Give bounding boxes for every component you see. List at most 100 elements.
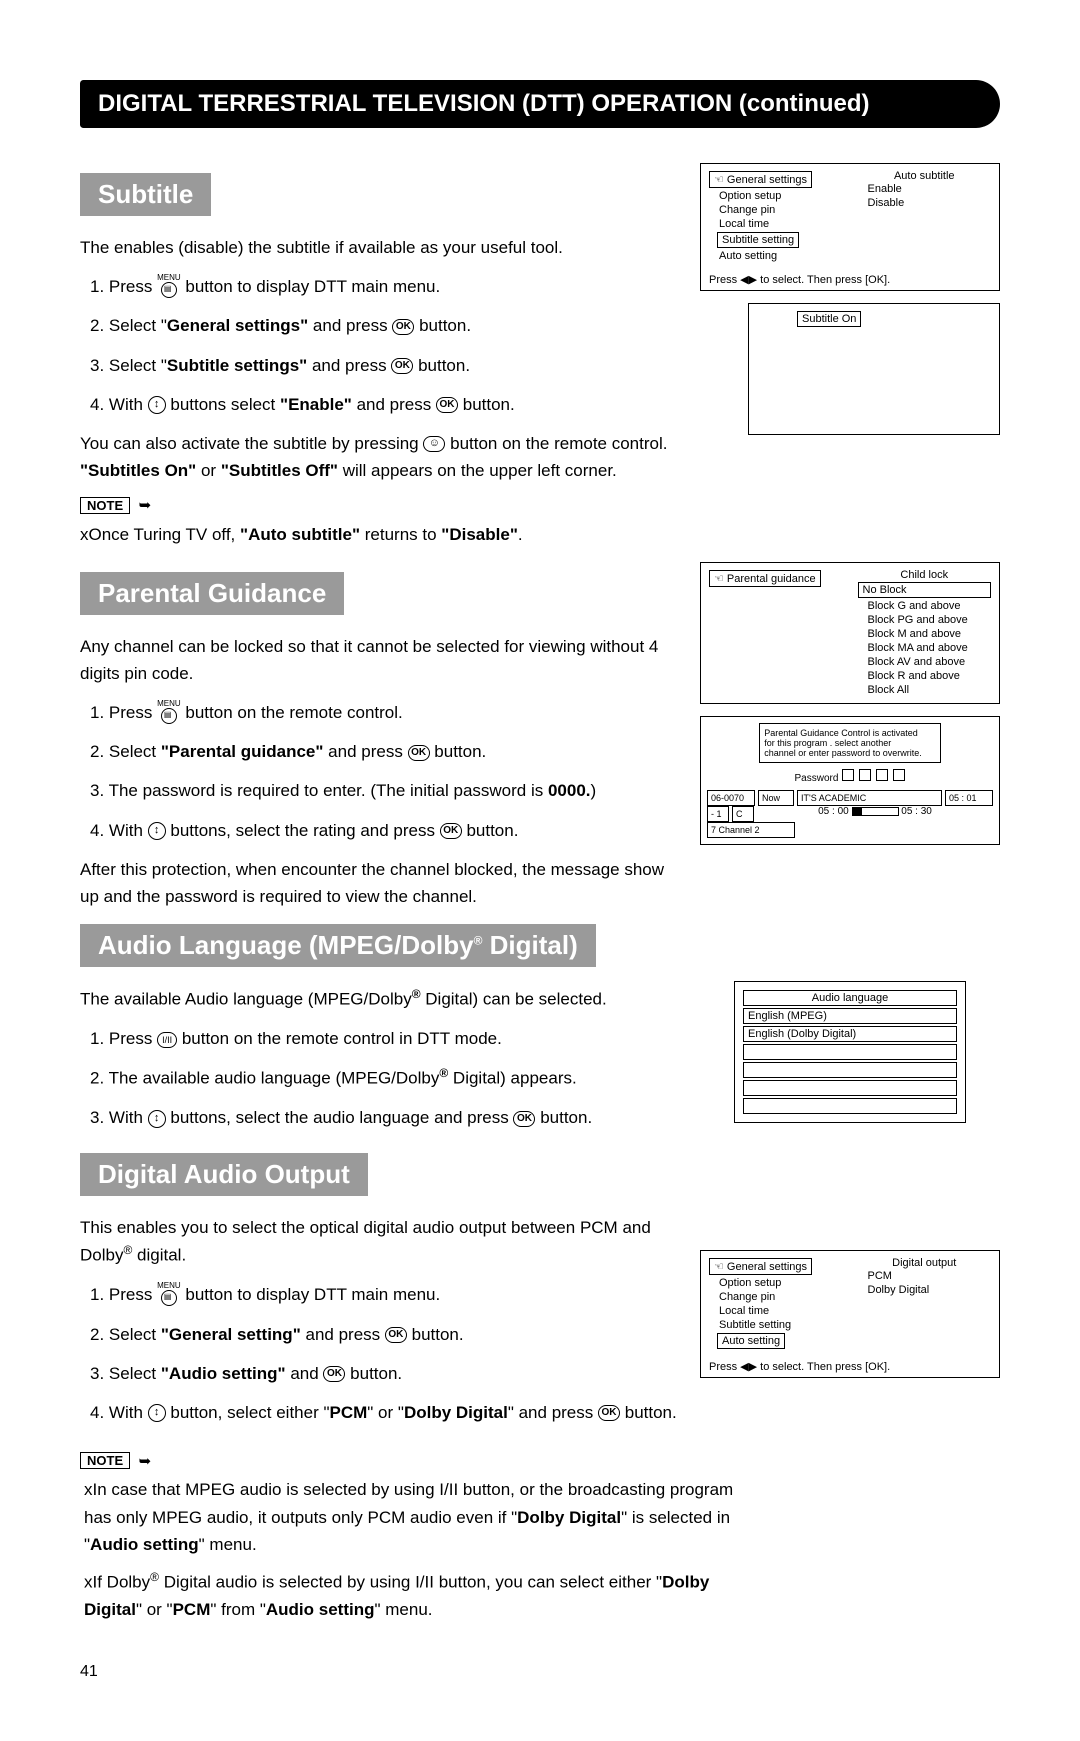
audiolang-intro: The available Audio language (MPEG/Dolby… bbox=[80, 985, 680, 1013]
arrow-icon: ➥ bbox=[139, 1452, 152, 1470]
text: returns to bbox=[360, 525, 441, 544]
text: 7 Channel 2 bbox=[707, 822, 795, 838]
text: 3. Select " bbox=[90, 356, 167, 375]
text: 05 : 00 bbox=[818, 806, 849, 817]
digitalaudio-section: This enables you to select the optical d… bbox=[80, 1210, 1000, 1438]
text: or bbox=[196, 461, 221, 480]
osd-item: Auto setting bbox=[719, 249, 843, 263]
osd-item: Block PG and above bbox=[868, 613, 992, 627]
subtitle-left-col: Subtitle The enables (disable) the subti… bbox=[80, 163, 680, 552]
updown-icon: ↕ bbox=[148, 822, 166, 840]
text: Digital) appears. bbox=[448, 1069, 577, 1088]
subtitle-step2: 2. Select "General settings" and press O… bbox=[90, 312, 680, 339]
text: " menu. bbox=[375, 1600, 433, 1619]
text: button to display DTT main menu. bbox=[185, 1285, 440, 1304]
text: PCM bbox=[330, 1403, 368, 1422]
osd-item: Enable bbox=[868, 182, 992, 196]
text: button. bbox=[419, 316, 471, 335]
text: will appears on the upper left corner. bbox=[338, 461, 617, 480]
text: 0000. bbox=[548, 781, 591, 800]
ok-icon: OK bbox=[323, 1366, 345, 1382]
osd-tab: ☜ General settings bbox=[709, 1258, 812, 1275]
subtitle-section: Subtitle The enables (disable) the subti… bbox=[80, 163, 1000, 552]
osd-item-selected: Subtitle setting bbox=[717, 232, 799, 248]
osd-item-empty bbox=[743, 1080, 957, 1096]
osd-general-settings: ☜ General settings Option setup Change p… bbox=[700, 163, 1000, 291]
osd-tab: ☜ General settings bbox=[709, 171, 812, 188]
digitalaudio-step4: 4. With ↕ button, select either "PCM" or… bbox=[90, 1399, 680, 1426]
osd-item: Change pin bbox=[719, 1290, 843, 1304]
text: 4. With bbox=[90, 1403, 143, 1422]
parental-step3: 3. The password is required to enter. (T… bbox=[90, 777, 680, 804]
text: 05 : 30 bbox=[901, 806, 932, 817]
osd-tab: ☜ Parental guidance bbox=[709, 570, 821, 587]
subtitle-step3: 3. Select "Subtitle settings" and press … bbox=[90, 352, 680, 379]
text: button, select either " bbox=[170, 1403, 329, 1422]
pg-row1: 06-0070 Now IT'S ACADEMIC 05 : 01 bbox=[707, 790, 993, 806]
text: 2. The available audio language (MPEG/Do… bbox=[90, 1069, 439, 1088]
osd-item: Dolby Digital bbox=[868, 1283, 992, 1297]
ok-icon: OK bbox=[385, 1327, 407, 1343]
osd-item: Disable bbox=[868, 196, 992, 210]
subtitle-extra: You can also activate the subtitle by pr… bbox=[80, 430, 680, 484]
text: "Subtitles Off" bbox=[221, 461, 338, 480]
text: Parental Guidance Control is activated bbox=[764, 728, 936, 738]
menu-icon: MENU bbox=[157, 700, 181, 724]
text: 1. Press bbox=[90, 1029, 152, 1048]
osd-right-title: Digital output bbox=[858, 1257, 992, 1269]
pwd-box bbox=[859, 769, 871, 781]
digitalaudio-step1: 1. Press MENU button to display DTT main… bbox=[90, 1281, 680, 1308]
osd-item: Block MA and above bbox=[868, 641, 992, 655]
text: channel or enter password to overwrite. bbox=[764, 748, 936, 758]
osd-footer: Press ◀▶ to select. Then press [OK]. bbox=[701, 269, 999, 290]
updown-icon: ↕ bbox=[148, 396, 166, 414]
osd-item: Block M and above bbox=[868, 627, 992, 641]
text: " from " bbox=[210, 1600, 266, 1619]
text: "Parental guidance" bbox=[161, 742, 324, 761]
text: Audio setting bbox=[90, 1535, 199, 1554]
note-block: NOTE ➥ bbox=[80, 1452, 1000, 1470]
digitalaudio-step3: 3. Select "Audio setting" and OK button. bbox=[90, 1360, 680, 1387]
text: 4. With bbox=[90, 821, 143, 840]
text: button to display DTT main menu. bbox=[185, 277, 440, 296]
note-text: xOnce Turing TV off, "Auto subtitle" ret… bbox=[80, 521, 680, 548]
text: IT'S ACADEMIC bbox=[797, 790, 942, 806]
text: and press bbox=[352, 395, 431, 414]
text: . bbox=[518, 525, 523, 544]
text: "Audio setting" bbox=[161, 1364, 286, 1383]
text: 2. Select bbox=[90, 742, 161, 761]
text: 2. Select bbox=[90, 1325, 161, 1344]
osd-item: English (MPEG) bbox=[743, 1008, 957, 1024]
osd-pg-dialog: Parental Guidance Control is activated f… bbox=[700, 716, 1000, 845]
progress-cell: 05 : 00 05 : 30 bbox=[757, 806, 993, 822]
text: button. bbox=[466, 821, 518, 840]
ok-icon: OK bbox=[392, 319, 414, 335]
text: xIf Dolby bbox=[84, 1573, 150, 1592]
text: 06-0070 bbox=[707, 790, 755, 806]
ok-icon: OK bbox=[408, 745, 430, 761]
text: buttons select bbox=[170, 395, 275, 414]
text: Digital audio is selected by using I/II … bbox=[159, 1573, 662, 1592]
text: "Enable" bbox=[275, 395, 352, 414]
text: Digital) bbox=[482, 930, 577, 960]
audiolang-section: The available Audio language (MPEG/Dolby… bbox=[80, 981, 1000, 1143]
text: - 1 bbox=[707, 806, 729, 822]
text: 4. With bbox=[90, 395, 143, 414]
text: General settings bbox=[727, 1261, 807, 1273]
text: Audio Language (MPEG/Dolby bbox=[98, 930, 474, 960]
text: "General setting" bbox=[161, 1325, 301, 1344]
text: button. bbox=[463, 395, 515, 414]
text: and press bbox=[323, 742, 402, 761]
osd-footer: Press ◀▶ to select. Then press [OK]. bbox=[701, 1356, 999, 1377]
text: xOnce Turing TV off, bbox=[80, 525, 240, 544]
osd-right-title: Auto subtitle bbox=[858, 170, 992, 182]
text: and press bbox=[308, 316, 387, 335]
text: The available Audio language (MPEG/Dolby bbox=[80, 990, 412, 1009]
text: C bbox=[732, 806, 754, 822]
audiolang-step2: 2. The available audio language (MPEG/Do… bbox=[90, 1064, 680, 1092]
parental-heading: Parental Guidance bbox=[80, 572, 344, 615]
pg-message: Parental Guidance Control is activated f… bbox=[759, 723, 941, 763]
text: " or " bbox=[136, 1600, 173, 1619]
pwd-box bbox=[893, 769, 905, 781]
osd-right-title: Child lock bbox=[858, 569, 992, 581]
